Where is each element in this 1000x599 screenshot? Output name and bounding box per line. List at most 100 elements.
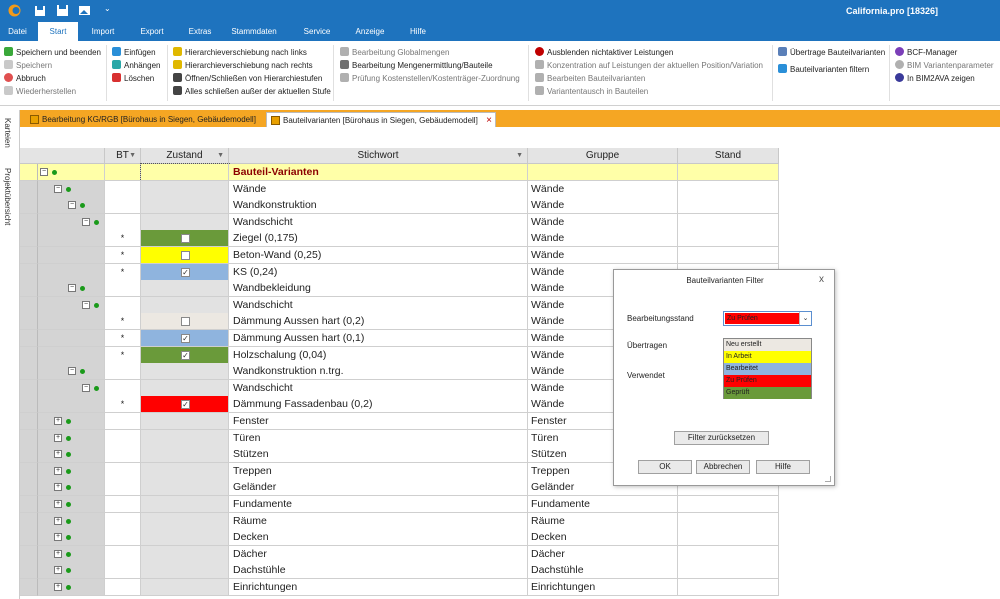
collapse-icon[interactable]: − <box>68 201 76 210</box>
collapse-icon[interactable]: − <box>40 168 48 176</box>
cell-stichwort[interactable]: Fenster <box>229 413 528 430</box>
row-selector[interactable] <box>20 280 38 298</box>
tab-import[interactable]: Import <box>91 27 115 36</box>
cell-stichwort[interactable]: Wandbekleidung <box>229 280 528 298</box>
cell-gruppe[interactable]: Wände <box>528 263 678 281</box>
cell-stichwort[interactable]: Stützen <box>229 446 528 464</box>
cell-stichwort[interactable]: Bauteil-Varianten <box>229 164 528 181</box>
cell-zustand[interactable] <box>141 230 229 248</box>
collapse-icon[interactable]: − <box>82 217 90 226</box>
close-icon[interactable]: x <box>819 274 824 285</box>
header-gruppe[interactable]: Gruppe <box>528 148 678 164</box>
table-row[interactable]: + Decken Decken <box>20 529 780 547</box>
image-icon[interactable] <box>78 4 91 17</box>
expand-icon[interactable]: + <box>54 433 62 442</box>
doc-tab-kg-rgb[interactable]: Bearbeitung KG/RGB [Bürohaus in Siegen, … <box>26 112 262 127</box>
cell-stichwort[interactable]: Decken <box>229 529 528 547</box>
shift-left-button[interactable]: Hierarchieverschiebung nach links <box>173 46 307 59</box>
cell-zustand[interactable] <box>141 496 229 513</box>
cell-zustand[interactable]: ✓ <box>141 396 229 414</box>
cell-stichwort[interactable]: Dachstühle <box>229 562 528 580</box>
expand-icon[interactable]: + <box>54 533 62 542</box>
cell-gruppe[interactable]: Wände <box>528 247 678 264</box>
cell-bt[interactable]: * <box>105 330 141 347</box>
cell-stichwort[interactable]: Ziegel (0,175) <box>229 230 528 248</box>
cell-gruppe[interactable]: Dachstühle <box>528 562 678 580</box>
expand-icon[interactable]: + <box>54 516 62 525</box>
cell-bt[interactable] <box>105 197 141 215</box>
cell-stichwort[interactable]: Geländer <box>229 479 528 497</box>
cell-stichwort[interactable]: Türen <box>229 429 528 447</box>
cell-bt[interactable] <box>105 529 141 547</box>
expand-icon[interactable]: + <box>54 466 62 475</box>
table-row[interactable]: − Bauteil-Varianten <box>20 163 780 182</box>
status-option[interactable]: Neu erstellt <box>724 339 811 351</box>
row-selector[interactable] <box>20 247 38 264</box>
status-option[interactable]: Geprüft <box>724 387 811 399</box>
expand-icon[interactable]: + <box>54 583 62 591</box>
cell-bt[interactable] <box>105 562 141 580</box>
cell-zustand[interactable] <box>141 529 229 547</box>
row-selector[interactable] <box>20 330 38 347</box>
cell-zustand[interactable]: ✓ <box>141 263 229 281</box>
cell-zustand[interactable] <box>141 363 229 381</box>
help-button[interactable]: Hilfe <box>756 460 810 474</box>
cell-stand[interactable] <box>678 197 779 215</box>
expand-icon[interactable]: + <box>54 450 62 459</box>
table-row[interactable]: + Stützen Stützen <box>20 446 780 464</box>
table-row[interactable]: − Wandkonstruktion Wände <box>20 197 780 215</box>
row-selector[interactable] <box>20 446 38 464</box>
tab-datei[interactable]: Datei <box>8 27 27 36</box>
cancel-button[interactable]: Abbruch <box>4 72 46 85</box>
cell-zustand[interactable] <box>141 462 229 480</box>
filter-variants-button[interactable]: Bauteilvarianten filtern <box>778 63 869 76</box>
cell-zustand[interactable] <box>140 163 230 182</box>
expand-icon[interactable]: + <box>54 483 62 492</box>
cell-zustand[interactable] <box>141 429 229 447</box>
status-option[interactable]: Bearbeitet <box>724 363 811 375</box>
cell-bt[interactable] <box>105 479 141 497</box>
cell-zustand[interactable] <box>141 579 229 596</box>
cell-stand[interactable] <box>678 562 779 580</box>
cell-stichwort[interactable]: Dämmung Aussen hart (0,1) <box>229 330 528 347</box>
checkbox[interactable]: ✓ <box>181 400 190 410</box>
cell-gruppe[interactable]: Wände <box>528 197 678 215</box>
tab-start[interactable]: Start <box>38 22 78 41</box>
cell-bt[interactable]: * <box>105 313 141 331</box>
cost-center-check-button[interactable]: Prüfung Kostenstellen/Kostenträger-Zuord… <box>340 72 520 85</box>
cell-stand[interactable] <box>678 512 779 530</box>
cell-gruppe[interactable]: Wände <box>528 230 678 248</box>
row-selector[interactable] <box>20 579 38 596</box>
cell-bt[interactable] <box>105 462 141 480</box>
bcf-manager-button[interactable]: BCF-Manager <box>895 46 957 59</box>
tab-anzeige[interactable]: Anzeige <box>355 27 385 36</box>
cell-stand[interactable] <box>678 529 779 547</box>
cell-zustand[interactable]: ✓ <box>141 346 229 364</box>
focus-current-button[interactable]: Konzentration auf Leistungen der aktuell… <box>535 59 763 72</box>
save-all-icon[interactable] <box>34 4 47 17</box>
cell-stichwort[interactable]: KS (0,24) <box>229 263 528 281</box>
cell-gruppe[interactable]: Decken <box>528 529 678 547</box>
cell-stichwort[interactable]: Dächer <box>229 545 528 563</box>
transfer-variants-button[interactable]: Übertrage Bauteilvarianten <box>778 46 885 59</box>
cell-bt[interactable] <box>105 512 141 530</box>
reset-filter-button[interactable]: Filter zurücksetzen <box>674 431 769 445</box>
table-row[interactable]: + Fundamente Fundamente <box>20 496 780 513</box>
table-row[interactable]: + Geländer Geländer <box>20 479 780 497</box>
cell-zustand[interactable] <box>141 247 229 264</box>
cell-zustand[interactable] <box>141 512 229 530</box>
cell-stand[interactable] <box>678 230 779 248</box>
tab-extras[interactable]: Extras <box>188 27 212 36</box>
header-stichwort[interactable]: Stichwort ▼ <box>229 148 528 164</box>
close-other-levels-button[interactable]: Alles schließen außer der aktuellen Stuf… <box>173 85 331 98</box>
bim2ava-button[interactable]: In BIM2AVA zeigen <box>895 72 975 85</box>
tab-service[interactable]: Service <box>303 27 331 36</box>
row-selector[interactable] <box>20 213 38 231</box>
row-selector[interactable] <box>20 363 38 381</box>
cell-gruppe[interactable]: Wände <box>528 180 678 198</box>
toggle-levels-button[interactable]: Öffnen/Schließen von Hierarchiestufen <box>173 72 322 85</box>
row-selector[interactable] <box>20 545 38 563</box>
resize-grip[interactable] <box>825 476 831 482</box>
checkbox[interactable] <box>181 234 190 244</box>
cell-bt[interactable] <box>105 579 141 596</box>
